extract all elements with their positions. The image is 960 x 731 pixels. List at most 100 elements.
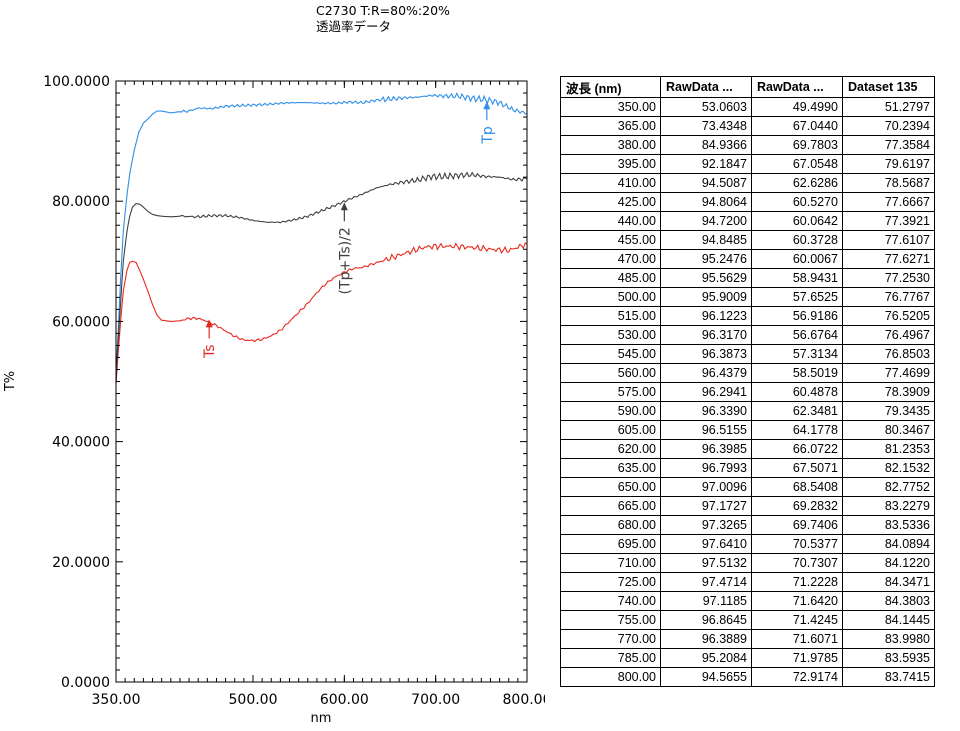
table-cell-col2: 57.6525 [751,287,843,307]
table-cell-col0: 725.00 [560,572,661,592]
table-row: 695.00 97.6410 70.5377 84.0894 [560,534,935,554]
column-header-3[interactable]: Dataset 135 [842,76,935,98]
table-cell-col0: 620.00 [560,439,661,459]
table-cell-col3: 76.7767 [842,287,935,307]
table-cell-col2: 71.9785 [751,648,843,668]
table-row: 635.00 96.7993 67.5071 82.1532 [560,458,935,478]
table-row: 620.00 96.3985 66.0722 81.2353 [560,439,935,459]
chart-title-line2: 透過率データ [316,19,392,34]
table-cell-col1: 97.6410 [660,534,752,554]
table-cell-col1: 96.3390 [660,401,752,421]
table-cell-col0: 650.00 [560,477,661,497]
table-cell-col3: 83.2279 [842,496,935,516]
table-cell-col1: 96.5155 [660,420,752,440]
table-cell-col2: 60.4878 [751,382,843,402]
table-cell-col1: 53.0603 [660,97,752,117]
table-cell-col0: 410.00 [560,173,661,193]
table-cell-col0: 755.00 [560,610,661,630]
table-cell-col2: 70.7307 [751,553,843,573]
table-cell-col2: 67.5071 [751,458,843,478]
table-cell-col1: 96.1223 [660,306,752,326]
table-cell-col0: 455.00 [560,230,661,250]
x-tick-label: 800.00 [503,692,546,708]
table-cell-col3: 84.1445 [842,610,935,630]
table-cell-col1: 94.5655 [660,667,752,687]
column-header-0[interactable]: 波長 (nm) [560,76,661,98]
table-row: 365.00 73.4348 67.0440 70.2394 [560,116,935,136]
table-cell-col3: 77.3921 [842,211,935,231]
x-tick-label: 500.00 [229,692,278,708]
table-cell-col3: 77.3584 [842,135,935,155]
table-row: 530.00 96.3170 56.6764 76.4967 [560,325,935,345]
table-row: 710.00 97.5132 70.7307 84.1220 [560,553,935,573]
table-cell-col1: 97.1185 [660,591,752,611]
table-row: 740.00 97.1185 71.6420 84.3803 [560,591,935,611]
table-cell-col3: 76.8503 [842,344,935,364]
table-header-row: 波長 (nm) RawData ... RawData ... Dataset 135 [560,76,935,98]
table-cell-col1: 92.1847 [660,154,752,174]
table-cell-col1: 94.8485 [660,230,752,250]
table-cell-col1: 97.5132 [660,553,752,573]
y-tick-label: 80.0000 [52,194,110,210]
table-cell-col2: 58.9431 [751,268,843,288]
y-tick-label: 100.0000 [43,74,110,90]
table-row: 440.00 94.7200 60.0642 77.3921 [560,211,935,231]
table-cell-col3: 84.1220 [842,553,935,573]
table-cell-col1: 96.3985 [660,439,752,459]
table-cell-col3: 80.3467 [842,420,935,440]
table-cell-col3: 77.6107 [842,230,935,250]
average-annotation-label: (Tp+Ts)/2 [337,227,353,294]
table-row: 725.00 97.4714 71.2228 84.3471 [560,572,935,592]
table-cell-col1: 96.7993 [660,458,752,478]
table-row: 650.00 97.0096 68.5408 82.7752 [560,477,935,497]
table-cell-col3: 78.3909 [842,382,935,402]
table-cell-col0: 515.00 [560,306,661,326]
table-row: 590.00 96.3390 62.3481 79.3435 [560,401,935,421]
table-row: 425.00 94.8064 60.5270 77.6667 [560,192,935,212]
column-header-1[interactable]: RawData ... [660,76,752,98]
table-cell-col0: 680.00 [560,515,661,535]
table-cell-col2: 67.0548 [751,154,843,174]
table-cell-col2: 60.3728 [751,230,843,250]
ts-annotation-label: Ts [202,344,218,359]
table-cell-col1: 96.2941 [660,382,752,402]
table-cell-col3: 83.5336 [842,515,935,535]
table-row: 665.00 97.1727 69.2832 83.2279 [560,496,935,516]
table-cell-col2: 60.5270 [751,192,843,212]
table-cell-col3: 82.7752 [842,477,935,497]
table-cell-col0: 380.00 [560,135,661,155]
table-cell-col1: 96.8645 [660,610,752,630]
table-cell-col2: 57.3134 [751,344,843,364]
table-cell-col0: 575.00 [560,382,661,402]
table-cell-col1: 94.8064 [660,192,752,212]
table-row: 410.00 94.5087 62.6286 78.5687 [560,173,935,193]
table-cell-col3: 70.2394 [842,116,935,136]
table-row: 395.00 92.1847 67.0548 79.6197 [560,154,935,174]
table-cell-col3: 83.5935 [842,648,935,668]
ts-annotation-arrowhead [205,319,213,328]
tp-annotation-arrowhead [483,101,491,110]
table-row: 755.00 96.8645 71.4245 84.1445 [560,610,935,630]
table-cell-col1: 96.3170 [660,325,752,345]
table-cell-col0: 800.00 [560,667,661,687]
table-cell-col2: 56.6764 [751,325,843,345]
table-row: 545.00 96.3873 57.3134 76.8503 [560,344,935,364]
table-cell-col3: 84.0894 [842,534,935,554]
chart-title: C2730 T:R=80%:20% 透過率データ [316,3,450,35]
table-cell-col1: 84.9366 [660,135,752,155]
table-cell-col1: 73.4348 [660,116,752,136]
column-header-2[interactable]: RawData ... [751,76,843,98]
table-cell-col2: 69.7803 [751,135,843,155]
y-tick-label: 20.0000 [52,555,110,571]
table-cell-col2: 71.6071 [751,629,843,649]
table-header: 波長 (nm) RawData ... RawData ... Dataset 135 [560,76,935,98]
table-cell-col2: 49.4990 [751,97,843,117]
table-cell-col1: 94.5087 [660,173,752,193]
table-cell-col1: 97.1727 [660,496,752,516]
table-cell-col3: 84.3471 [842,572,935,592]
table-cell-col0: 635.00 [560,458,661,478]
y-tick-label: 40.0000 [52,435,110,451]
tp-series-line [115,91,528,379]
table-cell-col0: 425.00 [560,192,661,212]
table-row: 560.00 96.4379 58.5019 77.4699 [560,363,935,383]
